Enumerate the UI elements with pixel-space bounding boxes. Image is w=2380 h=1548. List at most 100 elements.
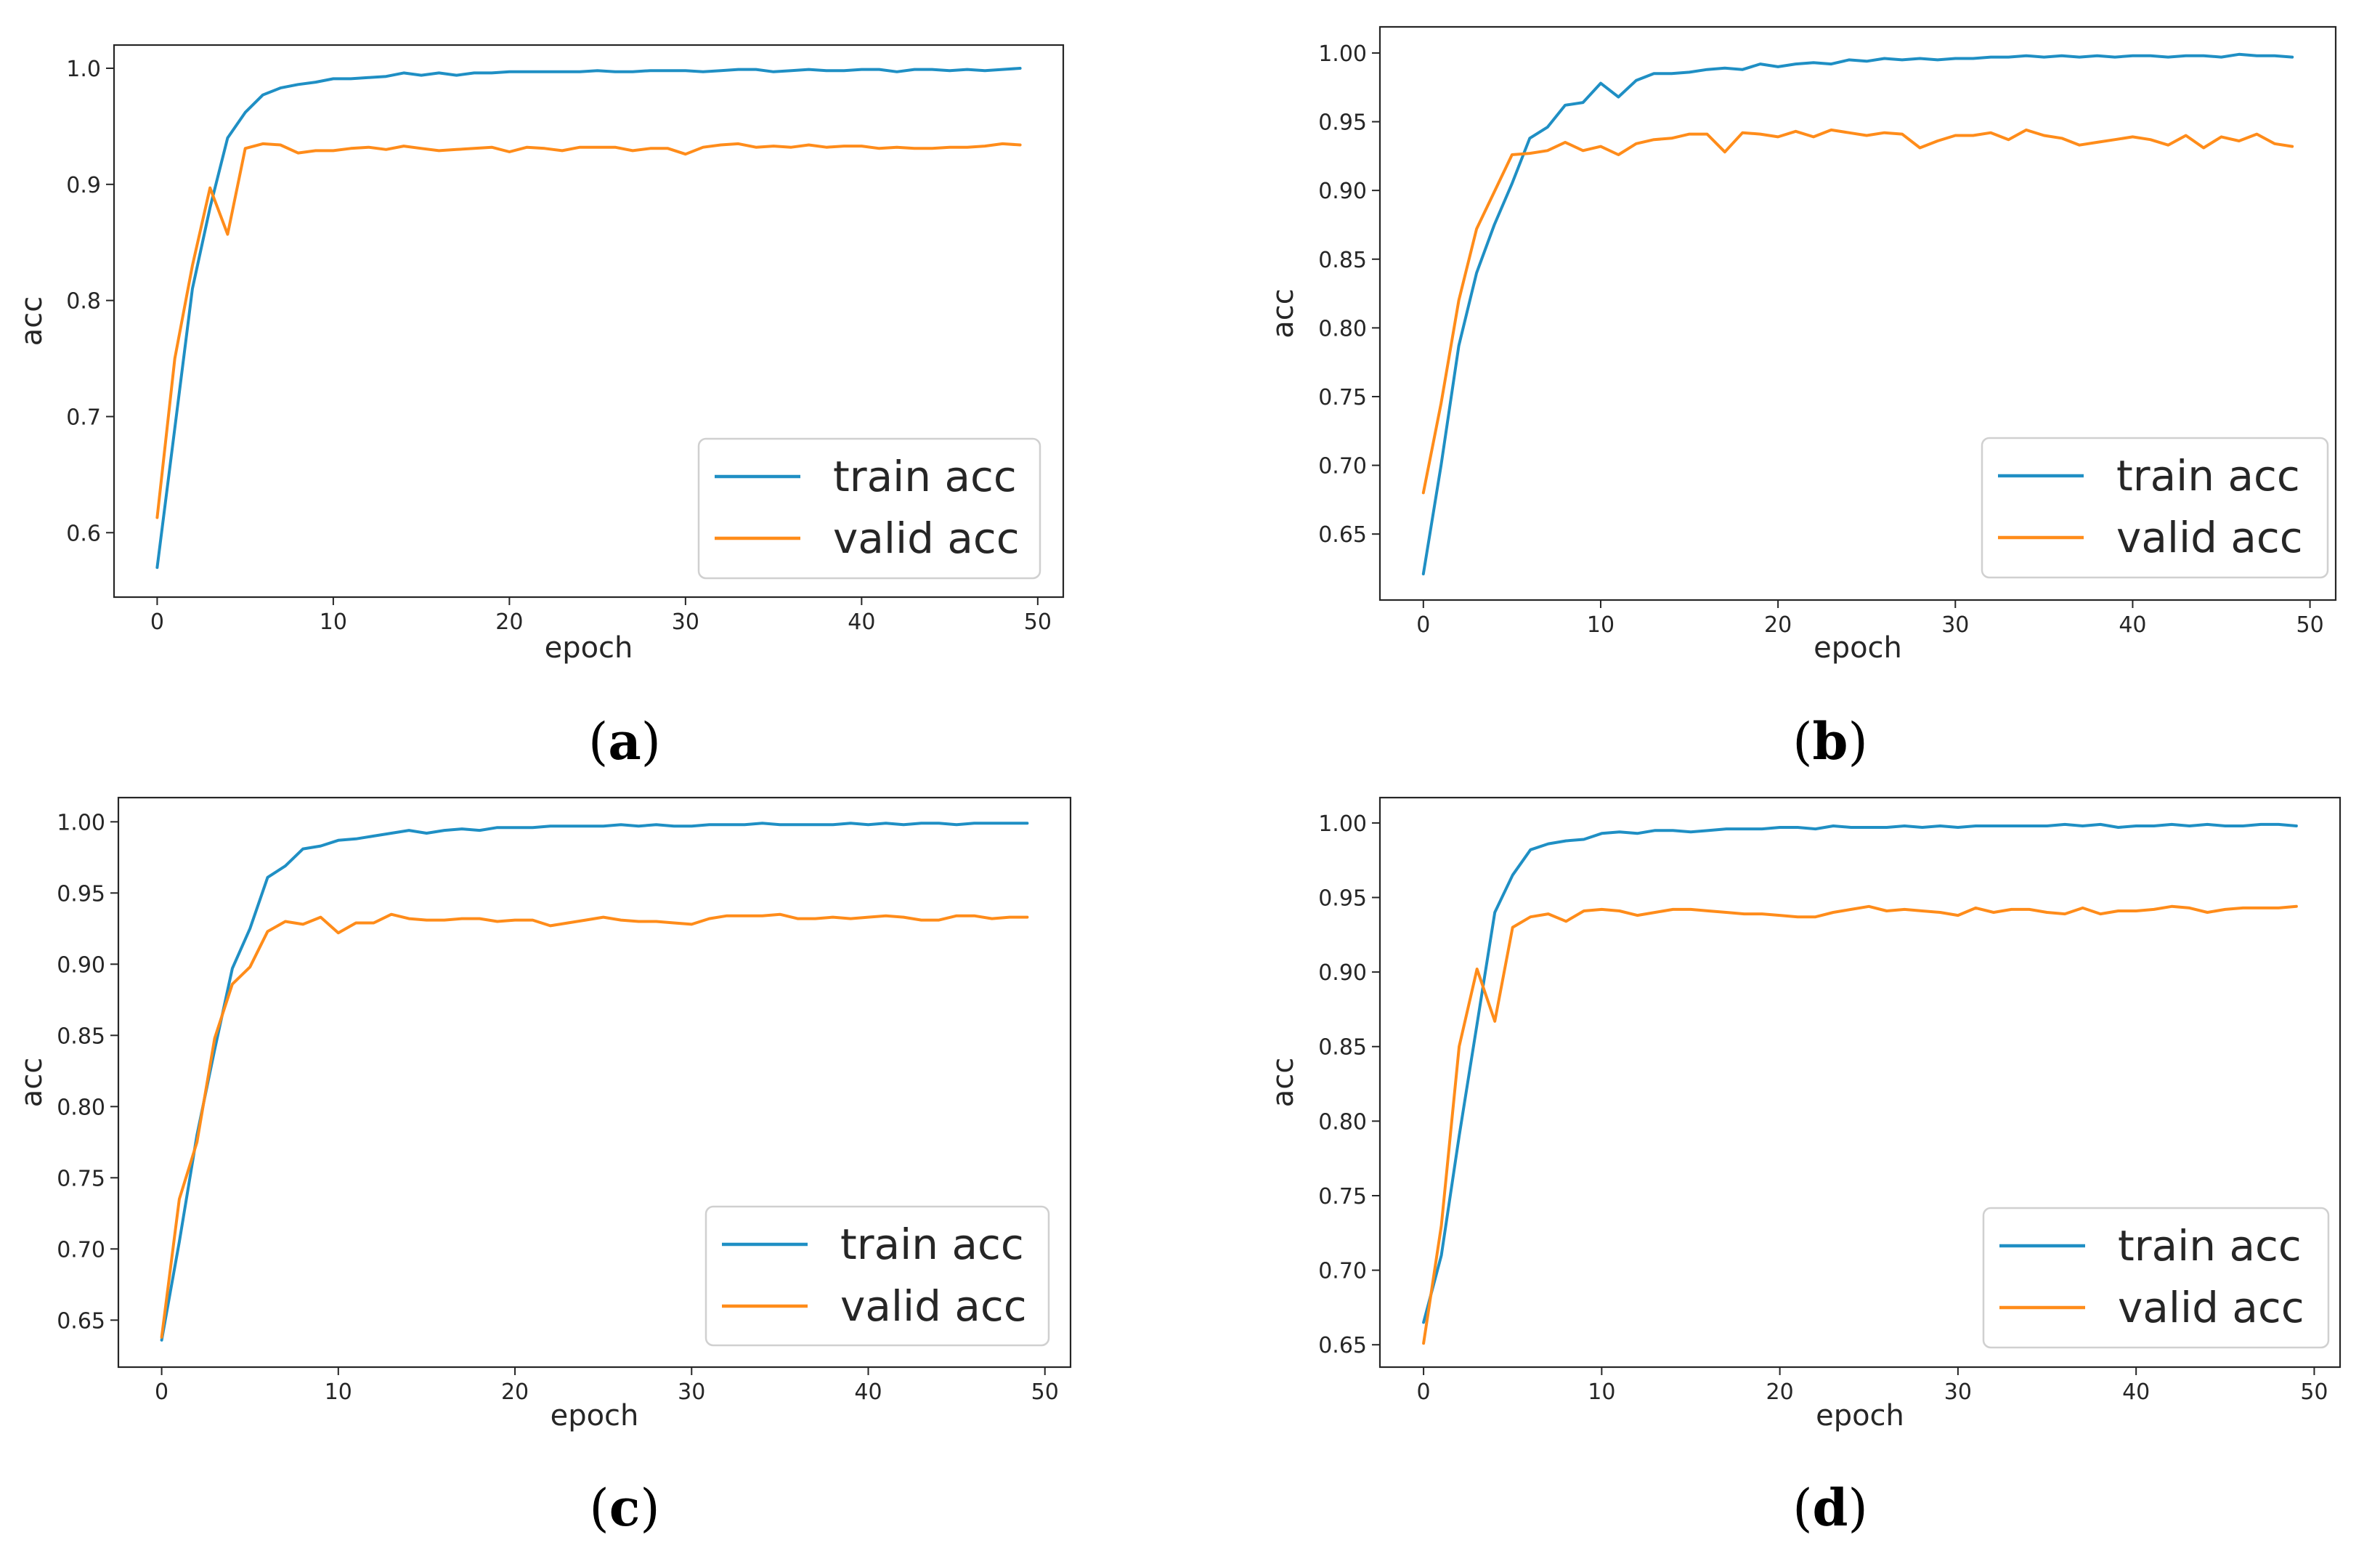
y-tick-label: 1.0 — [66, 57, 101, 82]
legend: train acc valid acc — [1982, 1207, 2330, 1349]
y-tick-label: 0.75 — [1318, 1184, 1367, 1209]
x-tick-label: 0 — [1416, 612, 1430, 638]
y-axis-label: acc — [1267, 288, 1300, 339]
x-tick-label: 50 — [1031, 1379, 1059, 1405]
series-line-valid — [160, 912, 1029, 1339]
caption-letter: b — [1813, 711, 1848, 771]
y-tick-label: 0.90 — [1318, 179, 1367, 204]
chart-panel-d: 0 10 20 30 40 50 0.65 0.70 0.75 0.80 0.85 0.90 0.95 1… — [1267, 796, 2342, 1538]
legend-label-train: train acc — [840, 1220, 1024, 1269]
caption-close: ) — [641, 712, 661, 771]
y-tick-label: 1.00 — [1318, 41, 1367, 67]
legend-box — [704, 1205, 1050, 1347]
caption-open: ( — [1792, 1478, 1812, 1538]
x-tick-label: 30 — [1941, 612, 1969, 638]
y-axis-label: acc — [15, 1058, 49, 1108]
chart-panel-a: 0 10 20 30 40 50 0.6 0.7 0.8 0.9 1.0 epoch acc train … — [15, 44, 1065, 771]
x-tick-label: 30 — [678, 1379, 705, 1405]
y-tick-label: 0.9 — [66, 173, 101, 198]
caption-letter: d — [1813, 1478, 1848, 1538]
x-tick-label: 10 — [1588, 1379, 1615, 1405]
y-tick-label: 0.85 — [57, 1024, 105, 1049]
y-tick-label: 0.6 — [66, 521, 101, 546]
x-axis-label: epoch — [1814, 631, 1902, 665]
legend-box — [697, 437, 1041, 580]
x-tick-label: 40 — [2122, 1379, 2150, 1405]
x-tick-label: 50 — [2296, 612, 2324, 638]
y-tick-label: 0.70 — [57, 1237, 105, 1263]
chart-panel-b: 0 10 20 30 40 50 0.65 0.70 0.75 0.80 0.85 0.90 0.95 1… — [1267, 25, 2337, 771]
y-tick-label: 1.00 — [1318, 811, 1367, 837]
x-tick-label: 20 — [495, 609, 523, 635]
x-tick-label: 0 — [155, 1379, 168, 1405]
x-tick-label: 30 — [672, 609, 699, 635]
y-tick-label: 0.85 — [1318, 248, 1367, 273]
x-tick-label: 40 — [848, 609, 875, 635]
x-axis-label: epoch — [1816, 1399, 1904, 1432]
caption-close: ) — [1848, 712, 1867, 771]
caption-open: ( — [589, 1478, 609, 1538]
legend-label-train: train acc — [2116, 451, 2300, 501]
series-line-train — [155, 67, 1022, 570]
caption-letter: c — [609, 1478, 641, 1538]
x-tick-label: 20 — [501, 1379, 529, 1405]
x-tick-label: 10 — [325, 1379, 352, 1405]
y-tick-label: 0.95 — [57, 881, 105, 907]
y-tick-label: 1.00 — [57, 810, 105, 835]
y-tick-label: 0.80 — [1318, 316, 1367, 341]
y-tick-label: 0.75 — [1318, 385, 1367, 410]
legend-label-valid: valid acc — [2118, 1283, 2304, 1332]
y-tick-label: 0.65 — [57, 1308, 105, 1334]
y-axis-label: acc — [15, 296, 49, 347]
y-tick-label: 0.75 — [57, 1166, 105, 1191]
caption-letter: a — [608, 711, 641, 771]
y-tick-label: 0.70 — [1318, 1259, 1367, 1284]
x-tick-label: 20 — [1766, 1379, 1794, 1405]
y-tick-label: 0.7 — [66, 405, 101, 430]
caption-close: ) — [640, 1478, 659, 1538]
legend-label-train: train acc — [833, 452, 1017, 501]
y-tick-label: 0.95 — [1318, 110, 1367, 136]
panel-caption: (a) — [588, 711, 661, 771]
series-line-train — [1422, 822, 2298, 1324]
y-tick-label: 0.90 — [1318, 960, 1367, 986]
x-tick-label: 10 — [1587, 612, 1615, 638]
y-axis-label: acc — [1267, 1058, 1300, 1108]
x-tick-label: 40 — [2119, 612, 2146, 638]
y-tick-label: 0.95 — [1318, 886, 1367, 912]
y-tick-label: 0.85 — [1318, 1035, 1367, 1061]
caption-open: ( — [1792, 712, 1812, 771]
series-line-valid — [1421, 128, 2294, 495]
series-line-valid — [1422, 904, 2298, 1345]
x-tick-label: 30 — [1944, 1379, 1972, 1405]
legend: train acc valid acc — [697, 437, 1041, 580]
series-line-train — [1421, 52, 2294, 576]
legend-label-valid: valid acc — [833, 514, 1020, 563]
legend: train acc valid acc — [704, 1205, 1050, 1347]
legend: train acc valid acc — [1981, 437, 2329, 579]
x-tick-label: 40 — [854, 1379, 882, 1405]
legend-label-train: train acc — [2118, 1221, 2302, 1271]
legend-box — [1981, 437, 2329, 579]
y-tick-label: 0.90 — [57, 952, 105, 978]
x-tick-label: 20 — [1764, 612, 1792, 638]
x-tick-label: 0 — [150, 609, 164, 635]
panel-caption: (d) — [1792, 1478, 1868, 1538]
y-tick-label: 0.65 — [1318, 522, 1367, 548]
legend-label-valid: valid acc — [2116, 513, 2303, 562]
y-tick-label: 0.70 — [1318, 454, 1367, 479]
x-tick-label: 10 — [320, 609, 347, 635]
x-tick-label: 0 — [1417, 1379, 1431, 1405]
x-axis-label: epoch — [545, 631, 633, 665]
legend-box — [1982, 1207, 2330, 1349]
caption-open: ( — [588, 712, 608, 771]
y-tick-label: 0.80 — [57, 1095, 105, 1120]
series-line-train — [160, 822, 1029, 1342]
caption-close: ) — [1848, 1478, 1867, 1538]
x-axis-label: epoch — [551, 1399, 639, 1432]
y-tick-label: 0.8 — [66, 289, 101, 315]
chart-panel-c: 0 10 20 30 40 50 0.65 0.70 0.75 0.80 0.85 0.90 0.95 1… — [15, 796, 1072, 1538]
y-tick-label: 0.65 — [1318, 1333, 1367, 1358]
y-tick-label: 0.80 — [1318, 1109, 1367, 1135]
